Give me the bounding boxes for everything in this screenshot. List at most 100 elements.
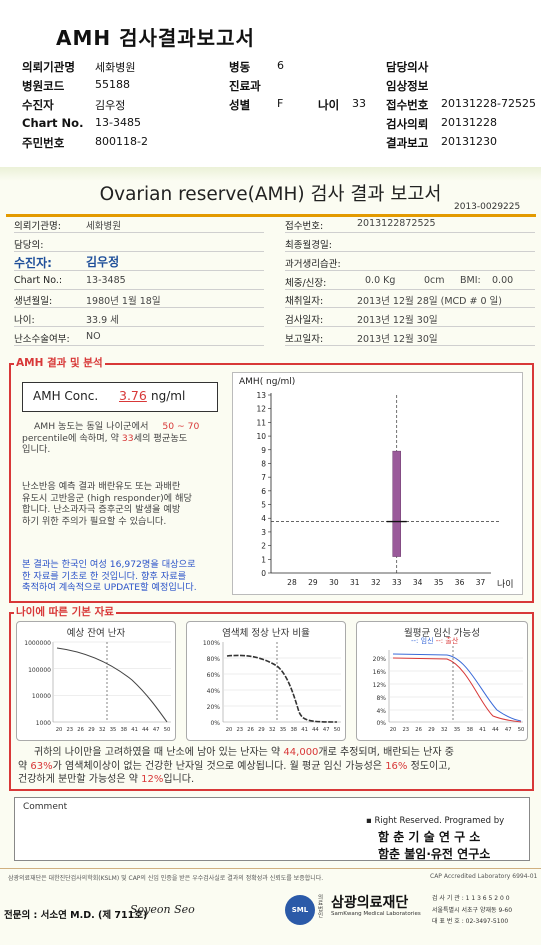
org-name: 삼광의료재단: [331, 895, 409, 911]
y-tick-label: 11: [256, 418, 266, 427]
amh-conc-value: 3.76: [119, 388, 147, 403]
p1-ytick: 1000: [36, 720, 51, 727]
amh-chart-frame: AMH( ng/ml) 0 1 2 3 4 5 6 7 8 9 10 11 12 13 28 29 30 31 32 3…: [232, 372, 523, 595]
dob-label: 생년월일:: [14, 296, 53, 307]
legend-pregnancy: 임신: [420, 637, 434, 645]
header-value: 55188: [95, 78, 130, 91]
x-tick-label: 34: [413, 578, 423, 587]
report-top-band: [0, 167, 541, 181]
panel1-chart: 1000000 100000 10000 1000 20 23 26 29 32 35 38…: [24, 640, 171, 733]
panel-normal-eggs: 염색체 정상 난자 비율 100% 80% 60% 40% 20% 0% 20 2…: [186, 621, 346, 741]
p2-ytick: 80%: [207, 656, 221, 663]
y-tick-label: 8: [261, 459, 266, 468]
x-tick-label: 30: [329, 578, 339, 587]
y-tick-label: 3: [261, 528, 266, 537]
divider: [14, 289, 264, 290]
header-label: 진료과: [229, 79, 261, 93]
p2-line: 난소반응 예측 결과 배란유도 또는 과배란: [22, 481, 181, 492]
rights-line3: 함춘 불임·유전 연구소: [378, 847, 491, 861]
header-label: 담당의사: [386, 60, 429, 74]
y-axis-title: AMH( ng/ml): [239, 377, 295, 387]
x-tick-label: 31: [350, 578, 360, 587]
header-value: F: [277, 97, 284, 110]
footer-disclaimer: 삼광의료재단은 대한진단검사의학회(KSLM) 및 CAP의 신임 인증을 받은…: [8, 875, 324, 882]
x-tick-label: 20: [226, 727, 233, 733]
p1-ytick: 1000000: [24, 640, 51, 647]
inst-label: 의뢰기관명:: [14, 221, 61, 232]
bmi-label: BMI:: [460, 275, 481, 286]
report-title: Ovarian reserve(AMH) 검사 결과 보고서: [99, 184, 442, 205]
panel3-legend: --: 임신 --: 출산: [411, 637, 459, 645]
history-label: 과거생리습관:: [285, 259, 341, 270]
x-tick-label: 50: [334, 727, 341, 733]
collect-value: 2013년 12월 28일 (MCD # 0 일): [357, 296, 502, 307]
divider: [285, 251, 535, 252]
x-tick-label: 44: [142, 727, 149, 733]
signature: Soyeon Seo: [130, 903, 195, 916]
y-tick-label: 1: [261, 555, 266, 564]
x-tick-label: 50: [518, 727, 525, 733]
footer-cap: CAP Accredited Laboratory 6994-01: [430, 873, 538, 880]
footer-tel: 검 사 기 관 : 1 1 3 6 5 2 0 0: [432, 895, 510, 902]
amh-conc-box: AMH Conc. 3.76 ng/ml: [22, 382, 218, 412]
x-tick-label: 35: [280, 727, 287, 733]
p1-range: 50 ~ 70: [162, 421, 200, 432]
x-tick-label: 32: [441, 727, 448, 733]
y-tick-label: 7: [261, 473, 266, 482]
y-tick-label: 9: [261, 446, 266, 455]
x-tick-label: 26: [77, 727, 84, 733]
divider: [285, 289, 535, 290]
x-tick-label: 32: [269, 727, 276, 733]
x-tick-label: 32: [99, 727, 106, 733]
panel3-title: 월평균 임신 가능성: [404, 628, 480, 639]
y-tick-label: 5: [261, 501, 266, 510]
body-label: 체중/신장:: [285, 278, 327, 289]
x-tick-label: 35: [454, 727, 461, 733]
y-tick-label: 2: [261, 542, 266, 551]
x-tick-label: 44: [312, 727, 319, 733]
amh-response-text: 난소반응 예측 결과 배란유도 또는 과배란 유도시 고반응군 (high re…: [22, 481, 227, 527]
p3-line: 축적하여 계속적으로 UPDATE할 예정입니다.: [22, 582, 197, 593]
x-tick-label: 38: [120, 727, 127, 733]
panel3-chart: 20% 16% 12% 8% 4% 0% 20 23 26 29 32 35 38 41 44 4…: [373, 646, 525, 733]
title-underline: [6, 214, 536, 217]
p1-ytick: 10000: [32, 693, 51, 700]
x-tick-label: 23: [66, 727, 73, 733]
p2-ytick: 100%: [203, 640, 220, 647]
panel2-title: 염색체 정상 난자 비율: [222, 628, 310, 639]
panel1-title: 예상 잔여 난자: [66, 628, 126, 639]
age-value: 33.9 세: [86, 315, 119, 326]
x-tick-label: 33: [392, 578, 402, 587]
divider: [285, 270, 535, 271]
y-tick-label: 4: [261, 514, 266, 523]
x-tick-label: 29: [258, 727, 265, 733]
p3-ytick: 20%: [373, 656, 387, 663]
panel-pregnancy: 월평균 임신 가능성 --: 임신 --: 출산 20% 16% 12% 8% …: [356, 621, 528, 741]
st-d: 가 염색체이상이 없는 건강한 난자일 것으로 예상됩니다. 월 평균 임신 가…: [52, 760, 382, 772]
st-eggs: 44,000: [283, 747, 319, 758]
amh-note-text: 본 결과는 한국인 여성 16,972명을 대상으로 한 자료를 기초로 한 것…: [22, 559, 227, 594]
p3-ytick: 4%: [376, 708, 386, 715]
x-tick-label: 20: [56, 727, 63, 733]
header-label: 병원코드: [22, 79, 65, 93]
header-value: 6: [277, 59, 284, 72]
dob-value: 1980년 1월 18일: [86, 296, 161, 307]
header-label: 주민번호: [22, 136, 65, 150]
header-label: 수진자: [22, 98, 54, 112]
header-value: 13-3485: [95, 116, 141, 129]
st-f: 건강하게 분만할 가능성은 약: [18, 774, 138, 785]
divider: [14, 232, 264, 233]
surgery-label: 난소수술여부:: [14, 334, 70, 345]
divider: [14, 270, 264, 271]
x-tick-label: 29: [428, 727, 435, 733]
p1-d: 입니다.: [22, 444, 51, 455]
footer-address: 서울특별시 서초구 양재동 9-60: [432, 907, 513, 914]
header-label: 접수번호: [386, 98, 429, 112]
footer-phone: 대 표 번 호 : 02-3497-5100: [432, 918, 509, 925]
p2-ytick: 20%: [207, 704, 221, 711]
divider: [14, 345, 264, 346]
x-tick-label: 26: [247, 727, 254, 733]
divider: [285, 232, 535, 233]
st-g: 입니다.: [163, 774, 195, 785]
x-tick-label: 36: [455, 578, 465, 587]
